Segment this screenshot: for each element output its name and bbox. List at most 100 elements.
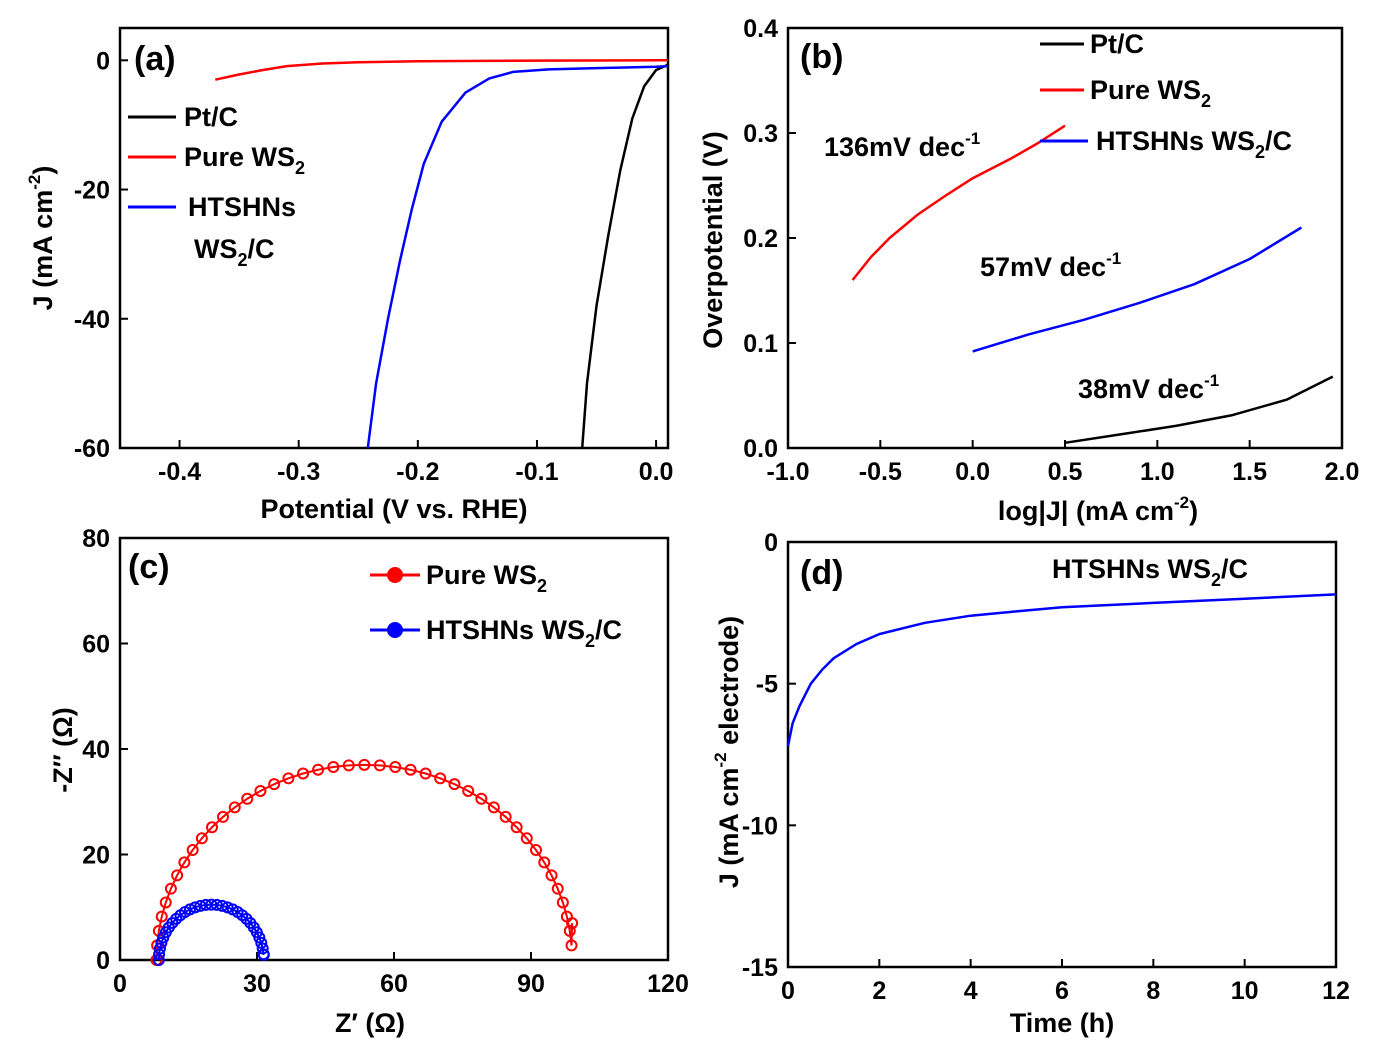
y-tick-label: 0.1 xyxy=(743,330,778,358)
panel-c-ylabel: -Z″ (Ω) xyxy=(48,707,78,793)
series-pt-c-line xyxy=(1064,375,1334,445)
y-tick-label: -40 xyxy=(74,306,110,334)
panel-a-chart: -0.4 -0.3 -0.2 -0.1 0.0 0 -20 -40 -60 (a) Pt/C P… xyxy=(25,26,674,524)
panel-a-ylabel: J (mA cm-2) xyxy=(25,166,58,311)
legend-htshns-label-line2: WS2/C xyxy=(194,234,275,270)
panel-c-label: (c) xyxy=(128,548,170,586)
series-pure-ws2-point xyxy=(510,821,523,834)
x-tick-label: 0 xyxy=(113,970,127,998)
x-tick-label: 0.0 xyxy=(639,458,674,486)
panel-c-legend: Pure WS2 HTSHNs WS2/C xyxy=(370,560,622,651)
x-tick-label: -0.5 xyxy=(859,458,902,486)
series-pure-ws2-point xyxy=(155,910,168,923)
x-tick-label: 2 xyxy=(872,977,886,1005)
series-htshns-ws2-c-point xyxy=(194,899,207,912)
legend-htshns-label: HTSHNs WS2/C xyxy=(426,615,622,651)
series-pure-ws2-point xyxy=(178,856,191,869)
series-pure-ws2-point xyxy=(254,784,267,797)
x-tick-label: -0.4 xyxy=(158,458,201,486)
series-pure-ws2-point xyxy=(556,896,569,909)
series-pure-ws2-line xyxy=(215,59,668,81)
y-tick-label: -20 xyxy=(74,177,110,205)
series-pure-ws2-point xyxy=(538,856,551,869)
x-tick-label: 2.0 xyxy=(1325,458,1360,486)
series-pure-ws2-point xyxy=(566,917,579,930)
y-tick-label: 0.2 xyxy=(743,225,778,253)
panel-d-frame xyxy=(786,540,1338,969)
annotation-57mv: 57mV dec-1 xyxy=(980,249,1121,282)
x-tick-label: 1.0 xyxy=(1140,458,1175,486)
series-pure-ws2-point xyxy=(186,844,199,857)
series-htshns-ws2-c-point xyxy=(189,901,202,914)
y-tick-label: 0.0 xyxy=(743,435,778,463)
x-tick-label: 4 xyxy=(964,977,978,1005)
series-htshns-ws2-c-point xyxy=(152,954,165,966)
series-htshns-ws2-c-point xyxy=(256,942,269,955)
legend-pure-ws2-marker xyxy=(387,567,403,583)
legend-pure-ws2-label: Pure WS2 xyxy=(426,560,547,596)
x-tick-label: 30 xyxy=(243,970,271,998)
series-htshns-ws2-c-point xyxy=(155,936,168,949)
series-pure-ws2-point xyxy=(216,810,229,823)
panel-c-xlabel: Z′ (Ω) xyxy=(335,1008,405,1038)
y-tick-label: 20 xyxy=(82,842,110,870)
panel-a-xlabel: Potential (V vs. RHE) xyxy=(260,494,527,524)
annotation-136mv: 136mV dec-1 xyxy=(824,129,980,162)
series-pure-ws2-point xyxy=(448,778,461,791)
x-tick-label: -0.3 xyxy=(277,458,320,486)
series-htshns-ws2-c-point xyxy=(153,948,166,961)
series-htshns-ws2-c-line xyxy=(157,903,265,961)
series-pure-ws2-point xyxy=(327,761,340,774)
series-pure-ws2-point xyxy=(462,784,475,797)
series-pure-ws2-point xyxy=(312,763,325,776)
series-pure-ws2-point xyxy=(342,759,355,772)
series-pure-ws2-point xyxy=(563,924,576,937)
x-tick-label: 10 xyxy=(1231,977,1259,1005)
y-tick-label: 40 xyxy=(82,736,110,764)
annotation-38mv: 38mV dec-1 xyxy=(1078,371,1219,404)
panel-d-label: (d) xyxy=(800,554,843,592)
panel-c-frame xyxy=(118,536,670,962)
series-pure-ws2-line xyxy=(851,124,1066,281)
series-pure-ws2-point xyxy=(241,792,254,805)
y-tick-label: -10 xyxy=(742,812,778,840)
legend-htshns-label: HTSHNs WS2/C xyxy=(1096,126,1292,162)
series-pure-ws2-line xyxy=(155,763,574,961)
x-tick-label: 120 xyxy=(647,970,689,998)
x-tick-label: 60 xyxy=(380,970,408,998)
series-pure-ws2-point xyxy=(487,801,500,814)
series-pure-ws2-point xyxy=(268,778,281,791)
series-pure-ws2-point xyxy=(228,801,241,814)
series-htshns-ws2-c-point xyxy=(255,936,268,949)
series-pure-ws2-point xyxy=(475,792,488,805)
legend-htshns-label-line1: HTSHNs xyxy=(188,192,296,222)
y-tick-label: 0 xyxy=(96,947,110,975)
series-htshns-ws2-c-line xyxy=(366,64,669,449)
x-tick-label: 90 xyxy=(517,970,545,998)
panel-b-legend: Pt/C Pure WS2 HTSHNs WS2/C xyxy=(1040,29,1292,162)
series-pure-ws2-point xyxy=(419,767,432,780)
series-pure-ws2-point xyxy=(297,767,310,780)
series-htshns-ws2-c-point xyxy=(216,899,229,912)
x-tick-label: 6 xyxy=(1055,977,1069,1005)
y-tick-label: 0.3 xyxy=(743,120,778,148)
series-pure-ws2-point xyxy=(520,832,533,845)
panel-a-frame xyxy=(118,26,670,450)
panel-b-xlabel: log|J| (mA cm-2) xyxy=(998,493,1198,526)
panel-d-ylabel: J (mA cm-2 electrode) xyxy=(711,616,744,888)
series-pt-c-line xyxy=(580,63,669,449)
legend-pure-ws2-label: Pure WS2 xyxy=(1090,75,1211,111)
series-pure-ws2-point xyxy=(159,896,172,909)
panel-b-chart: -1.0 -0.5 0.0 0.5 1.0 1.5 2.0 0.0 0.1 0.2 0.3 0.4 (… xyxy=(698,15,1359,526)
x-tick-label: -0.2 xyxy=(396,458,439,486)
x-tick-label: 0 xyxy=(781,977,795,1005)
y-tick-label: -15 xyxy=(742,954,778,982)
series-htshns-ws2-c-point xyxy=(210,898,223,911)
series-htshns-ws2-c-line xyxy=(972,226,1303,353)
x-tick-label: 12 xyxy=(1322,977,1350,1005)
y-tick-label: 80 xyxy=(82,525,110,553)
series-pure-ws2-point xyxy=(195,832,208,845)
series-htshns-ws2-c-point xyxy=(257,948,270,961)
series-pure-ws2-point xyxy=(499,810,512,823)
series-htshns-ws2-c-line xyxy=(786,593,1337,747)
